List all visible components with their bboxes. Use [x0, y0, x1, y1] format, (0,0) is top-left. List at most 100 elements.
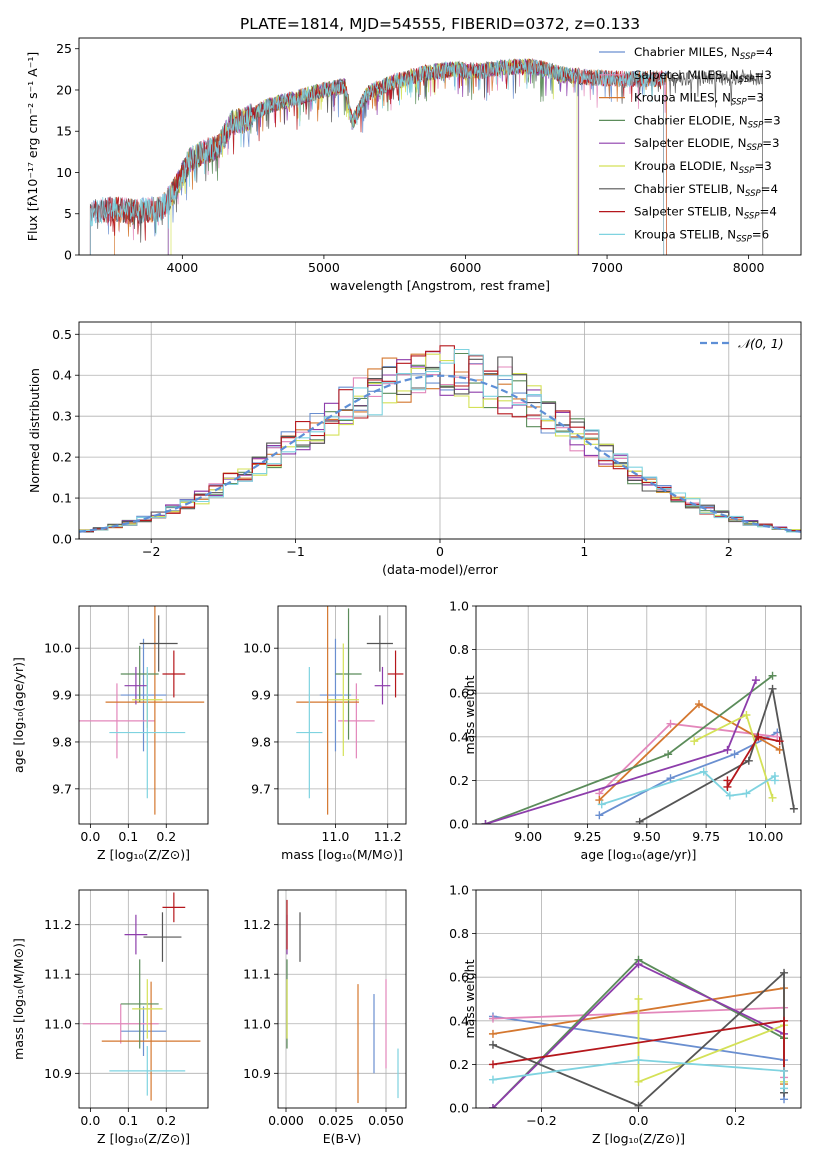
y-tick-label: 11.2: [44, 917, 72, 932]
legend-label: Chabrier MILES, NSSP=4: [634, 45, 773, 62]
x-tick-label: 5000: [308, 260, 340, 275]
errorbar-point: [120, 1006, 167, 1056]
y-tick-label: 0.4: [449, 729, 469, 744]
errorbar-point: [124, 666, 148, 705]
plus-marker: [664, 750, 673, 759]
errorbar-point: [319, 638, 352, 752]
histogram-step: [79, 345, 801, 539]
plus-marker: [595, 796, 604, 805]
spectrum-series-line: [89, 58, 665, 255]
errorbar-point: [374, 666, 391, 705]
errorbar-point: [162, 892, 186, 923]
plus-marker: [634, 1056, 643, 1065]
x-tick-label: 6000: [450, 260, 482, 275]
legend-label: Chabrier STELIB, NSSP=4: [634, 182, 778, 199]
x-tick-label: 0.0: [629, 1113, 649, 1128]
y-axis-label: mass [log₁₀(M/M⊙)]: [11, 938, 26, 1060]
plot-area: [79, 345, 801, 539]
frame: 0.0 0.1 0.2 9.7 9.8 9.9 10.0 Z [log₁₀(Z/Z⊙)] age…: [11, 605, 209, 862]
axes-residuals: −2 −1 0 1 2 0.0 0.1 0.2 0.3 0.4 0.5 (data-model)/er…: [27, 321, 802, 577]
x-tick-label: −0.2: [526, 1113, 556, 1128]
x-tick-label: 0.0: [80, 1113, 100, 1128]
plus-marker: [773, 732, 782, 741]
x-axis-label: wavelength [Angstrom, rest frame]: [330, 278, 550, 293]
errorbar-point: [143, 912, 182, 962]
plus-marker: [481, 820, 490, 824]
y-tick-label: 11.1: [243, 967, 271, 982]
plus-marker: [634, 1077, 643, 1086]
x-tick-label: −2: [142, 544, 160, 559]
legend-label: Kroupa MILES, NSSP=3: [634, 91, 764, 108]
x-tick-label: 0.0: [80, 829, 100, 844]
plus-marker: [723, 745, 732, 754]
y-tick-label: 0.0: [52, 532, 72, 547]
x-tick-label: 0.1: [118, 1113, 138, 1128]
legend-label: Kroupa STELIB, NSSP=6: [634, 227, 769, 244]
x-tick-label: 0.000: [268, 1113, 304, 1128]
y-tick-label: 9.7: [52, 781, 72, 796]
x-tick-label: 11.0: [322, 829, 350, 844]
weight-series: [595, 728, 782, 820]
x-axis-label: mass [log₁₀(M/M⊙)]: [281, 847, 403, 862]
errorbar-point: [124, 914, 148, 955]
axes-frame: [277, 605, 407, 825]
plus-marker: [789, 804, 798, 813]
plus-marker: [666, 774, 675, 783]
y-tick-label: 20: [56, 82, 72, 97]
plus-marker: [725, 791, 734, 800]
plus-marker: [742, 711, 751, 719]
plus-marker: [694, 700, 703, 709]
x-tick-label: 11.2: [374, 829, 402, 844]
axes-frame: [78, 889, 209, 1109]
errorbar-point: [335, 608, 362, 740]
plus-marker: [775, 745, 784, 754]
gridlines: [476, 605, 801, 825]
plus-marker: [780, 1084, 789, 1093]
x-tick-label: 0.025: [318, 1113, 354, 1128]
axes-weight_vs_Z: −0.2 0.0 0.2 0.0 0.2 0.4 0.6 0.8 1.0 Z [log₁₀(Z/Z…: [449, 883, 802, 1146]
x-tick-label: 0.2: [156, 1113, 176, 1128]
y-tick-label: 0.4: [449, 1013, 469, 1028]
plus-marker: [690, 737, 699, 746]
plot-area: [79, 606, 205, 815]
plus-marker: [595, 811, 604, 820]
figure-title: PLATE=1814, MJD=54555, FIBERID=0372, z=0…: [240, 15, 640, 33]
axes-weight_vs_age: 9.00 9.25 9.50 9.75 10.00 0.0 0.2 0.4 0.6 0.8 1.0 a…: [449, 599, 802, 862]
legend-label: Kroupa ELODIE, NSSP=3: [634, 159, 772, 176]
x-tick-label: 0: [436, 544, 444, 559]
x-tick-label: 10.00: [748, 829, 784, 844]
frame: 4000 5000 6000 7000 8000 0 5 10 15 20 25 wavelength…: [25, 37, 802, 293]
y-tick-label: 10.0: [44, 641, 72, 656]
plus-marker: [754, 732, 763, 741]
plus-marker: [730, 750, 739, 759]
x-tick-label: 9.00: [514, 829, 542, 844]
x-tick-label: 0.050: [368, 1113, 404, 1128]
errorbar-point: [79, 683, 155, 759]
x-tick-label: 1: [580, 544, 588, 559]
x-tick-label: 7000: [591, 260, 623, 275]
weight-line: [726, 735, 780, 791]
errorbar-point: [327, 643, 359, 757]
plot-area: [89, 57, 764, 255]
gridlines: [278, 890, 406, 1108]
axes-mass_vs_Z: 0.0 0.1 0.2 10.9 11.0 11.1 11.2 Z [log₁₀(Z/Z⊙)]…: [11, 889, 209, 1146]
x-tick-label: 0.1: [118, 829, 138, 844]
y-tick-label: 0.3: [52, 409, 72, 424]
x-tick-label: 4000: [166, 260, 198, 275]
errorbar-point: [139, 615, 178, 672]
x-axis-label: age [log₁₀(age/yr)]: [581, 847, 697, 862]
y-tick-label: 0.2: [52, 450, 72, 465]
weight-line: [639, 688, 795, 823]
plus-marker: [488, 1014, 497, 1023]
plot-area: [82, 892, 201, 1101]
plus-marker: [488, 1029, 497, 1038]
errorbar-point: [338, 683, 375, 759]
gaussian-reference-curve: [79, 374, 801, 533]
plus-marker: [723, 782, 732, 791]
y-tick-label: 0.4: [52, 368, 72, 383]
weight-series: [595, 719, 782, 798]
weight-series: [635, 684, 798, 824]
axes-age_vs_Z: 0.0 0.1 0.2 9.7 9.8 9.9 10.0 Z [log₁₀(Z/Z⊙)] age…: [11, 605, 209, 862]
weight-series: [690, 711, 777, 802]
plus-marker: [666, 719, 675, 728]
